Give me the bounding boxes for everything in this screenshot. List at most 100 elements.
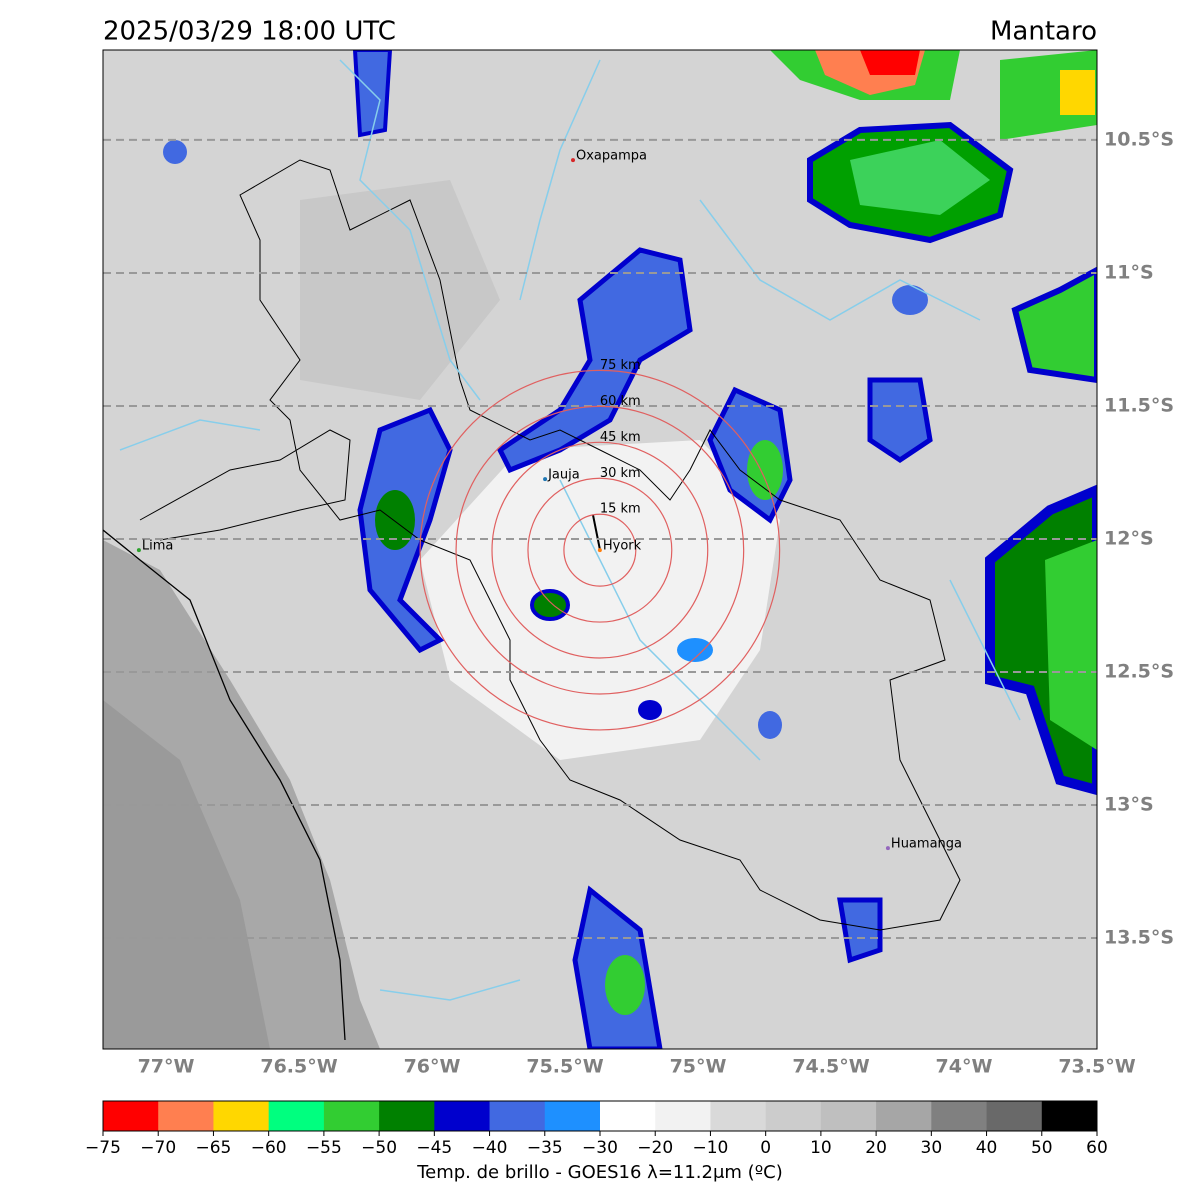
city-label: Jauja xyxy=(547,468,580,483)
colorbar-tick-label: −20 xyxy=(637,1138,673,1158)
lat-label: 11.5°S xyxy=(1104,394,1174,416)
city-marker xyxy=(597,548,602,553)
ring-label: 75 km xyxy=(600,358,641,373)
lat-label: 13.5°S xyxy=(1104,927,1174,949)
lon-label: 73.5°W xyxy=(1058,1056,1135,1078)
lon-label: 74.5°W xyxy=(792,1056,869,1078)
colorbar-bin xyxy=(710,1101,767,1131)
title: 2025/03/29 18:00 UTC xyxy=(103,17,396,47)
lon-label: 75°W xyxy=(670,1056,727,1078)
map-frame xyxy=(102,49,1098,1050)
colorbar-tick-label: 40 xyxy=(976,1138,998,1158)
storm xyxy=(530,589,570,621)
lon-label: 77°W xyxy=(138,1056,195,1078)
colorbar-tick-label: −45 xyxy=(416,1138,452,1158)
ring-label: 45 km xyxy=(600,430,641,445)
lat-label: 12.5°S xyxy=(1104,661,1174,683)
city-label: Huamanga xyxy=(891,837,962,852)
range-ring xyxy=(455,405,745,695)
overlay: 15 km 30 km 45 km 60 km 75 km Oxapampa Jauja Li… xyxy=(103,138,1097,940)
colorbar-tick-label: −35 xyxy=(527,1138,563,1158)
lat-label: 11°S xyxy=(1104,261,1154,283)
colorbar-bin xyxy=(544,1101,601,1131)
colorbar-tick-label: −70 xyxy=(140,1138,176,1158)
colorbar-bin xyxy=(876,1101,932,1131)
storm xyxy=(892,285,928,315)
storm xyxy=(605,955,645,1015)
storm xyxy=(496,247,693,474)
pointer xyxy=(592,514,601,551)
imagery: 15 km 30 km 45 km 60 km 75 km Oxapampa Jauja Li… xyxy=(103,50,1097,1049)
storm xyxy=(1011,266,1097,384)
colorbar-bin xyxy=(820,1101,877,1131)
storm xyxy=(850,140,990,215)
storm xyxy=(677,638,713,662)
colorbar-tick-label: −30 xyxy=(582,1138,618,1158)
cool-area xyxy=(300,180,500,400)
lon-label: 76.5°W xyxy=(260,1056,337,1078)
colorbar-label: Temp. de brillo - GOES16 λ=11.2μm (ºC) xyxy=(416,1162,783,1183)
colorbar-bin xyxy=(158,1101,214,1131)
range-ring xyxy=(419,369,781,731)
colorbar-tick-label: −50 xyxy=(361,1138,397,1158)
colorbar-bin xyxy=(600,1101,656,1131)
range-ring xyxy=(491,441,709,659)
city-marker xyxy=(571,158,576,163)
city-label: Lima xyxy=(142,539,173,554)
ring-label: 60 km xyxy=(600,394,641,409)
colorbar-bin xyxy=(765,1101,822,1131)
colorbar-bin xyxy=(489,1101,546,1131)
colorbar-tick-label: −55 xyxy=(306,1138,342,1158)
storm-core xyxy=(860,50,920,75)
lat-label: 12°S xyxy=(1104,527,1154,549)
city-label: Hyork xyxy=(603,539,642,554)
colorbar-bin xyxy=(1041,1101,1098,1131)
coastline xyxy=(103,529,346,1041)
colorbar-bin xyxy=(103,1101,159,1131)
lat-label: 10.5°S xyxy=(1104,128,1174,150)
colorbar-tick-label: −10 xyxy=(692,1138,728,1158)
city-marker xyxy=(543,477,548,482)
region: Mantaro xyxy=(990,17,1097,47)
colorbar-bin xyxy=(213,1101,270,1131)
colorbar-tick-label: −60 xyxy=(251,1138,287,1158)
colorbar-tick-label: −40 xyxy=(472,1138,508,1158)
axes: 10.5°S 11°S 11.5°S 12°S 12.5°S 13°S 13.5°S 77°W… xyxy=(85,128,1174,1158)
storm xyxy=(758,711,782,739)
lon-label: 76°W xyxy=(404,1056,461,1078)
storm xyxy=(1045,540,1097,750)
ring-label: 15 km xyxy=(600,502,641,517)
storm xyxy=(747,440,783,500)
colorbar-tick-label: −65 xyxy=(195,1138,231,1158)
colorbar-bin xyxy=(931,1101,988,1131)
colorbar-tick-label: 20 xyxy=(865,1138,887,1158)
rivers xyxy=(119,59,1021,1001)
city-label: Oxapampa xyxy=(576,149,647,164)
lon-label: 75.5°W xyxy=(526,1056,603,1078)
storm xyxy=(163,140,187,164)
storm xyxy=(638,700,662,720)
colorbar-bin xyxy=(323,1101,380,1131)
colorbar-bin xyxy=(655,1101,711,1131)
colorbar-tick-label: −75 xyxy=(85,1138,121,1158)
storm xyxy=(867,377,933,464)
ring-label: 30 km xyxy=(600,466,641,481)
storm xyxy=(837,897,883,964)
range-ring xyxy=(563,513,637,587)
colorbar-bin xyxy=(434,1101,491,1131)
city-marker xyxy=(885,846,890,851)
colorbar-tick-label: 30 xyxy=(921,1138,943,1158)
range-ring xyxy=(527,477,673,623)
lat-label: 13°S xyxy=(1104,794,1154,816)
region-border xyxy=(139,429,351,541)
colorbar-bin xyxy=(268,1101,325,1131)
storm xyxy=(375,490,415,550)
colorbar-tick-label: 50 xyxy=(1031,1138,1053,1158)
basin-border xyxy=(239,159,961,931)
colorbar-bin xyxy=(986,1101,1043,1131)
colorbar-bin xyxy=(379,1101,435,1131)
colorbar-tick-label: 0 xyxy=(760,1138,771,1158)
colorbar-tick-label: 10 xyxy=(810,1138,832,1158)
lon-label: 74°W xyxy=(936,1056,993,1078)
